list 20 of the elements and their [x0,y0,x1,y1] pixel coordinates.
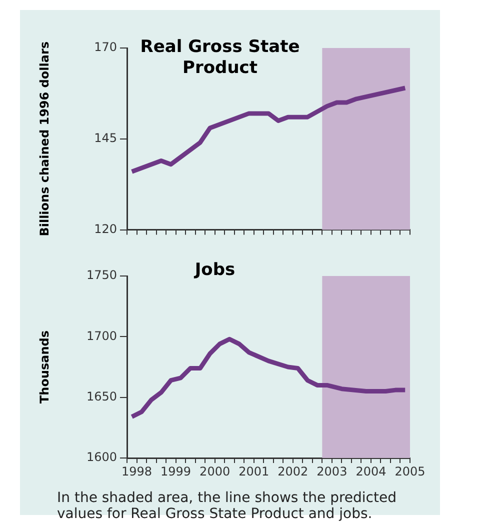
x-tick-label: 2002 [278,464,308,478]
x-tick-label: 2000 [200,464,230,478]
x-tick-label: 2003 [316,464,348,478]
x-tick-label: 2001 [238,464,270,478]
y-tick-label: 145 [94,131,117,146]
x-tick-label: 2005 [394,464,426,478]
y-axis-title: Thousands [37,330,52,404]
y-tick-label: 1600 [86,450,117,464]
y-tick-label: 1750 [86,268,117,282]
chart-title: Real Gross State Product [140,37,300,79]
y-axis-title: Billions chained 1996 dollars [37,41,52,236]
chart-title: Jobs [192,260,236,281]
x-tick-label: 1998 [121,464,152,478]
y-tick-label: 1700 [86,328,117,343]
x-tick-label: 1999 [160,464,192,478]
y-tick-label: 1650 [86,389,117,404]
y-tick-label: 120 [94,222,117,236]
text: In the shaded area, the line shows the predicted values for Real Gross State Product and jobs. [57,490,398,522]
y-tick-label: 170 [94,40,117,54]
x-tick-label: 2004 [356,464,386,478]
